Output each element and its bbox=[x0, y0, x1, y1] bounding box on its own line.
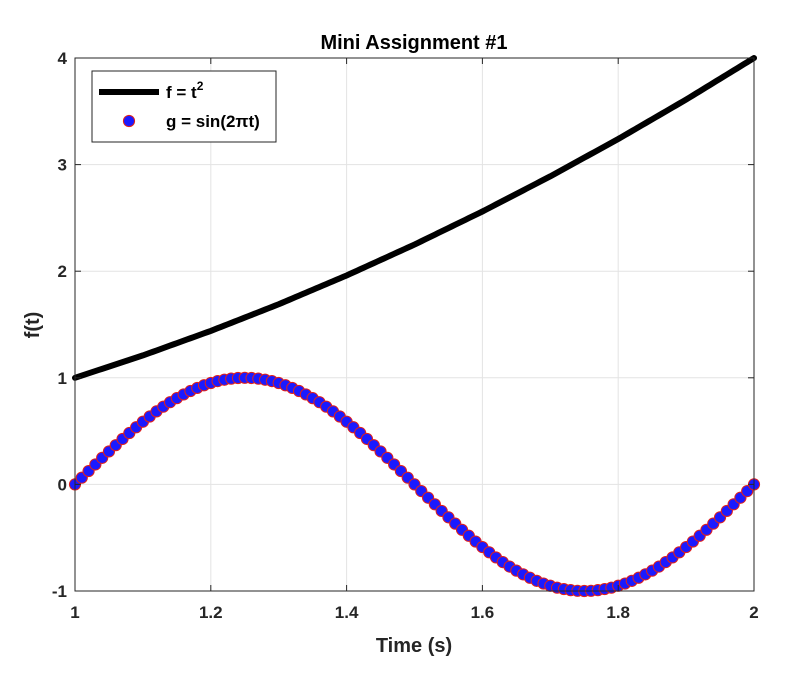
x-tick-label: 1.4 bbox=[335, 603, 359, 622]
x-tick-label: 1.6 bbox=[471, 603, 495, 622]
y-tick-label: 3 bbox=[58, 156, 67, 175]
legend-entry-f: f = t2 bbox=[166, 79, 204, 102]
legend: f = t2 g = sin(2πt) bbox=[91, 70, 277, 143]
legend-entry-f-superscript: 2 bbox=[197, 79, 204, 93]
x-tick-label: 2 bbox=[749, 603, 758, 622]
legend-entry-g-label: g = sin(2πt) bbox=[166, 112, 260, 131]
y-tick-label: 1 bbox=[58, 369, 67, 388]
plot-series bbox=[68, 55, 761, 598]
x-tick-label: 1.8 bbox=[606, 603, 630, 622]
y-tick-label: 2 bbox=[58, 262, 67, 281]
axes-frame bbox=[74, 57, 755, 592]
axis-ticks bbox=[74, 57, 755, 592]
y-tick-label: 4 bbox=[58, 49, 68, 68]
series-f-line bbox=[72, 55, 757, 381]
legend-box bbox=[91, 70, 277, 143]
x-tick-label: 1.2 bbox=[199, 603, 223, 622]
y-tick-label: -1 bbox=[52, 582, 67, 601]
y-axis-label: f(t) bbox=[22, 312, 44, 339]
legend-marker-swatch bbox=[122, 114, 136, 128]
x-axis-label: Time (s) bbox=[376, 635, 452, 657]
tick-labels: 1 1.2 1.4 1.6 1.8 2 -1 0 1 2 3 4 bbox=[52, 49, 759, 622]
x-tick-label: 1 bbox=[70, 603, 79, 622]
grid bbox=[74, 57, 755, 592]
y-tick-label: 0 bbox=[58, 475, 67, 494]
legend-entry-f-label: f = t bbox=[166, 83, 197, 102]
chart-title: Mini Assignment #1 bbox=[320, 32, 507, 54]
